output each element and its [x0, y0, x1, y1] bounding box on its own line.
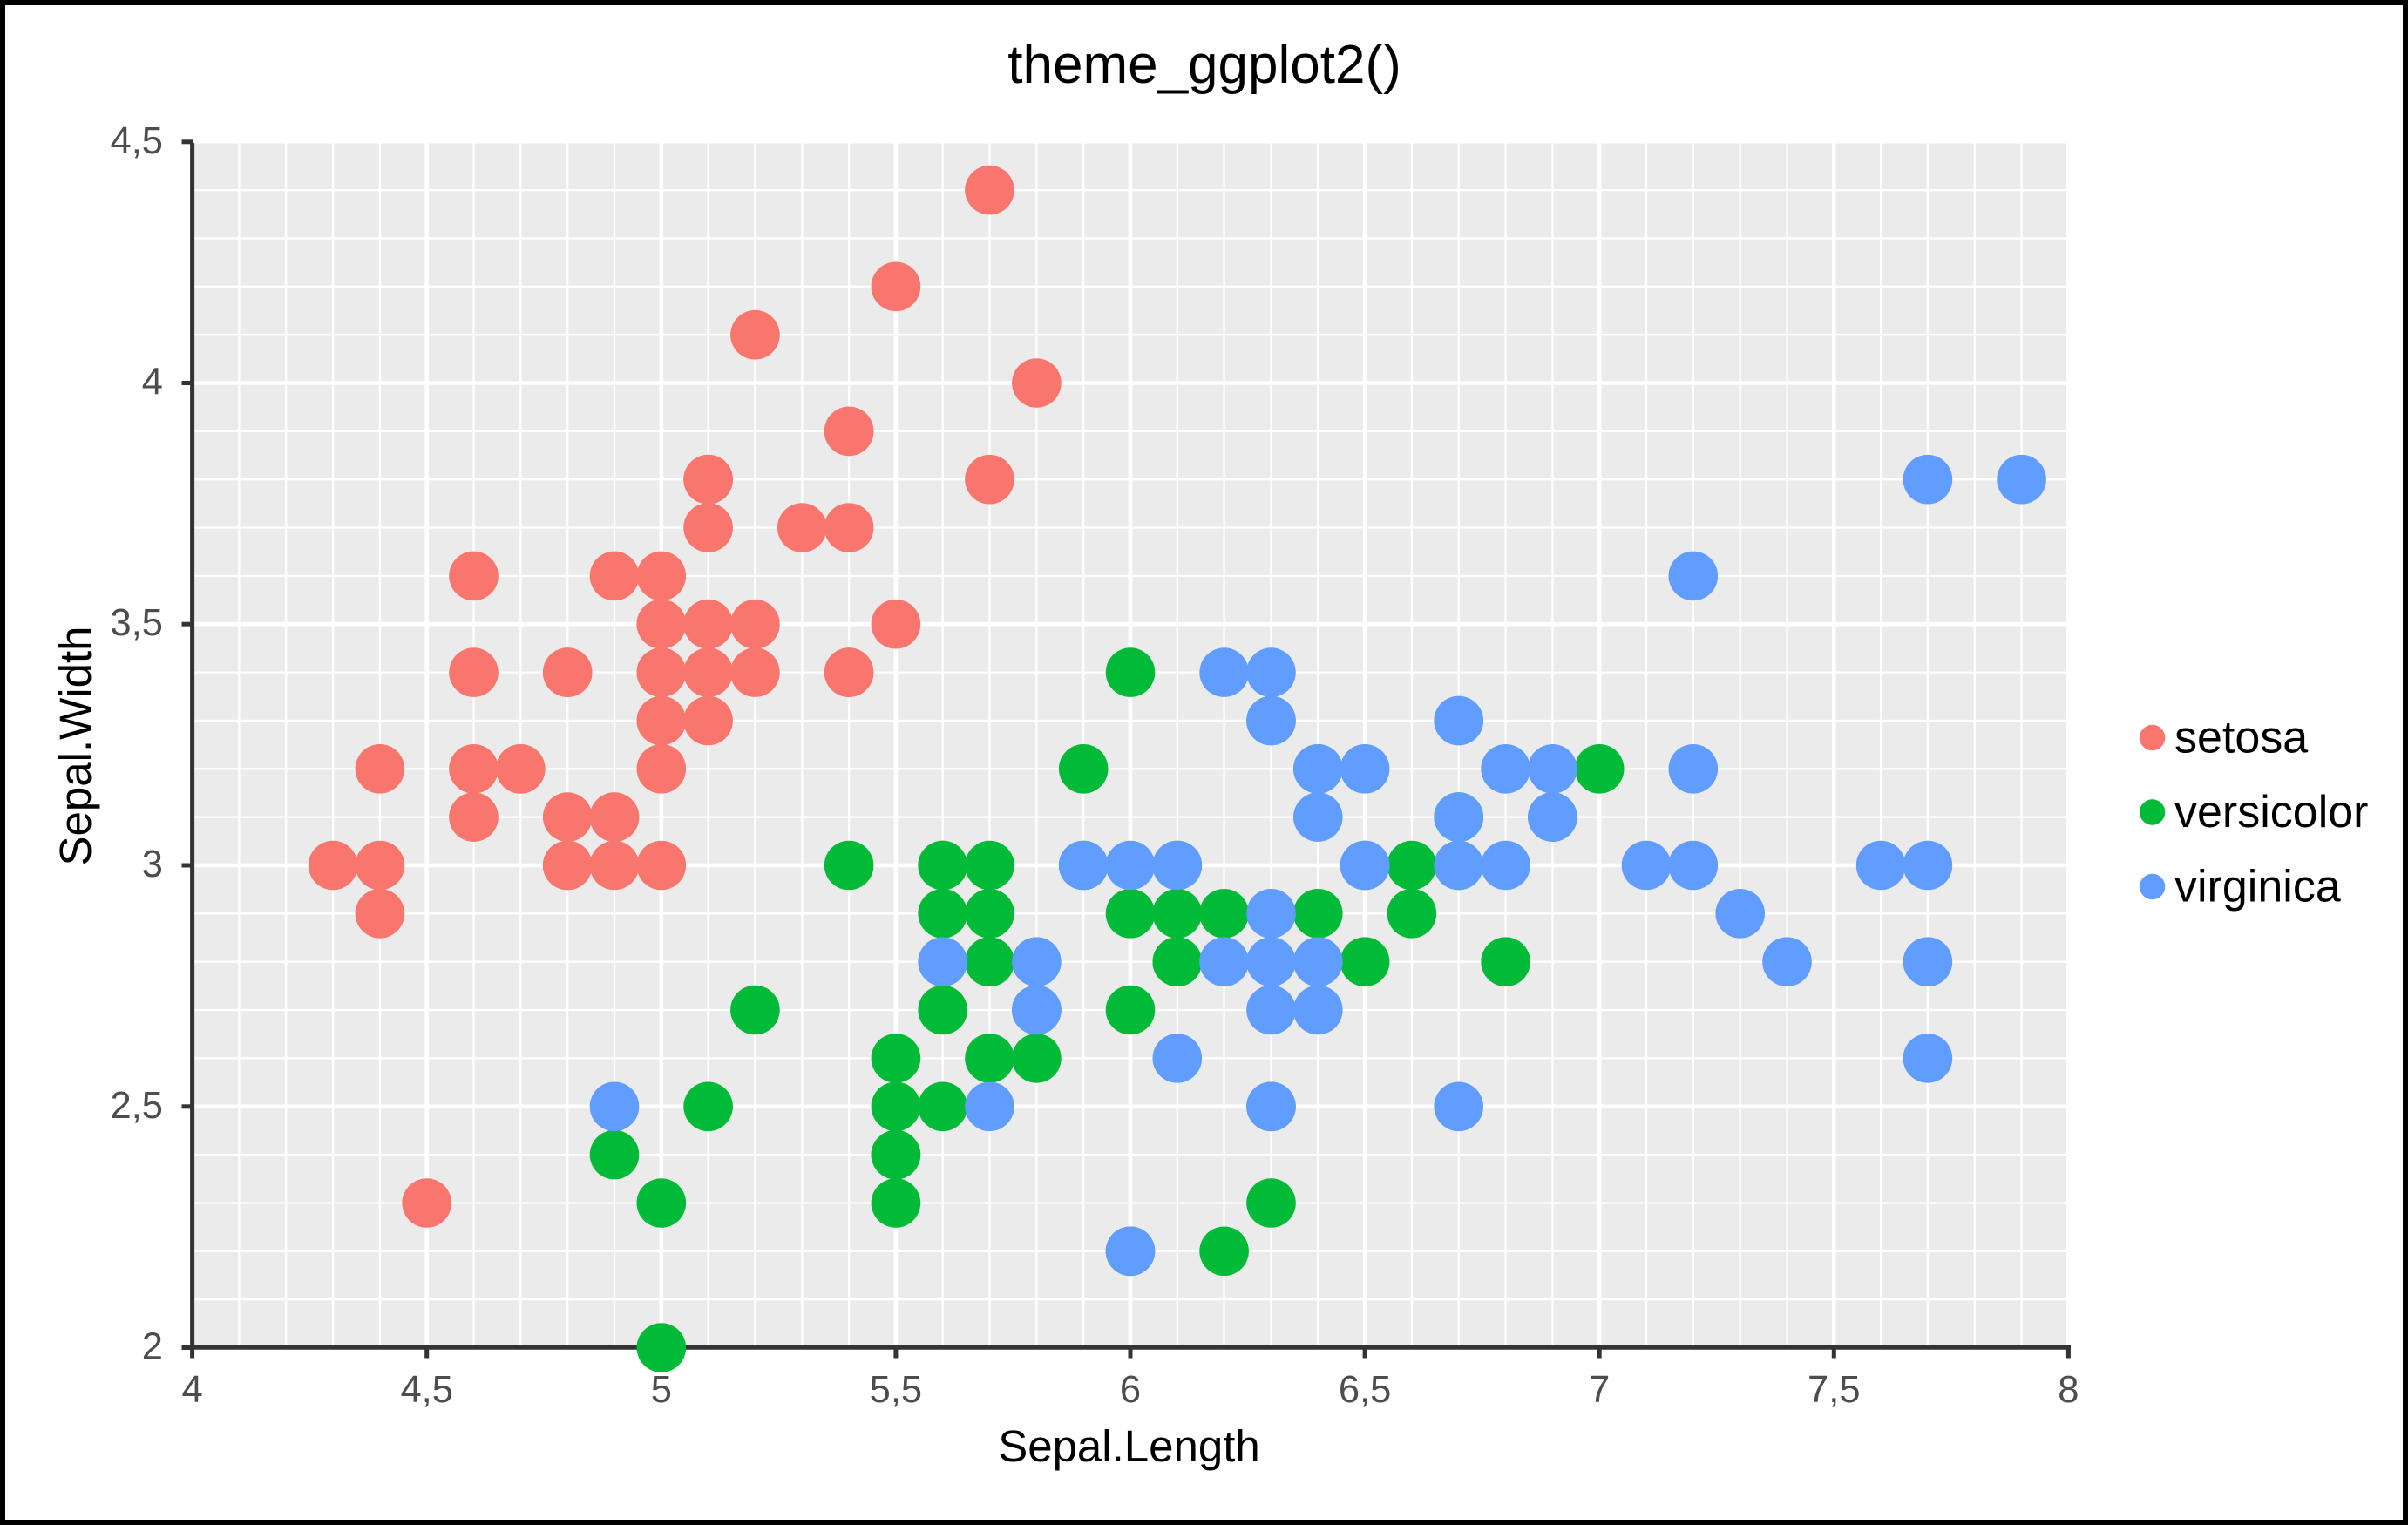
svg-text:7: 7 — [1589, 1369, 1610, 1411]
svg-text:2: 2 — [142, 1326, 163, 1368]
svg-text:6: 6 — [1120, 1369, 1141, 1411]
svg-text:6,5: 6,5 — [1339, 1369, 1391, 1411]
svg-text:virginica: virginica — [2174, 862, 2341, 912]
svg-text:2,5: 2,5 — [111, 1085, 163, 1127]
svg-text:4,5: 4,5 — [400, 1369, 452, 1411]
svg-text:versicolor: versicolor — [2174, 787, 2369, 837]
svg-text:7,5: 7,5 — [1808, 1369, 1860, 1411]
svg-text:8: 8 — [2058, 1369, 2079, 1411]
svg-text:Sepal.Width: Sepal.Width — [51, 627, 100, 866]
svg-text:3,5: 3,5 — [111, 602, 163, 644]
svg-text:4: 4 — [181, 1369, 202, 1411]
svg-text:4,5: 4,5 — [111, 120, 163, 162]
svg-text:theme_ggplot2(): theme_ggplot2() — [1007, 35, 1401, 95]
svg-text:setosa: setosa — [2174, 713, 2308, 763]
svg-text:5,5: 5,5 — [870, 1369, 922, 1411]
svg-text:3: 3 — [142, 844, 163, 885]
svg-text:4: 4 — [142, 362, 163, 403]
svg-text:Sepal.Length: Sepal.Length — [998, 1421, 1260, 1471]
svg-text:5: 5 — [651, 1369, 672, 1411]
